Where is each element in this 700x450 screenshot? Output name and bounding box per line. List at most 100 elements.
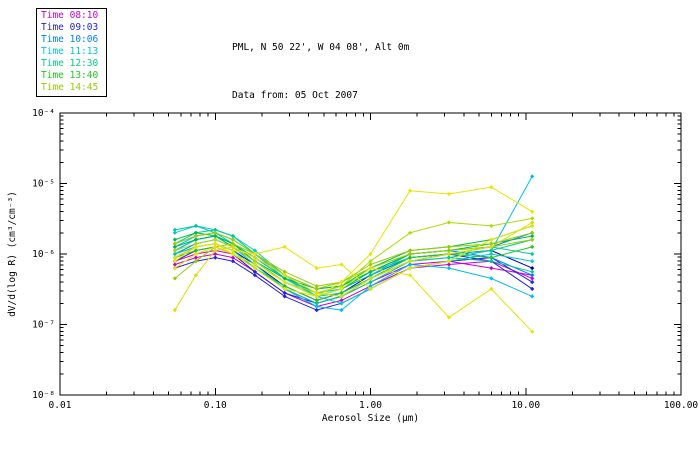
series-marker <box>408 266 413 271</box>
series-marker <box>172 262 177 267</box>
series-marker <box>530 216 535 221</box>
series-marker <box>408 255 413 260</box>
series-marker <box>446 244 451 249</box>
series-marker <box>368 262 373 267</box>
series-line <box>174 235 533 311</box>
series-marker <box>193 237 198 242</box>
y-tick-label: 10⁻⁷ <box>32 320 55 331</box>
series-marker <box>530 273 535 278</box>
series-marker <box>213 227 218 232</box>
series-marker <box>172 266 177 271</box>
series-marker <box>193 259 198 264</box>
series-marker <box>172 248 177 253</box>
series-marker <box>489 266 494 271</box>
series-marker <box>230 251 235 257</box>
series-marker <box>530 233 535 239</box>
x-tick-label: 0.01 <box>49 400 72 411</box>
series-marker <box>282 244 287 249</box>
series-marker <box>172 259 177 264</box>
y-tick-label: 10⁻⁴ <box>32 108 55 119</box>
series-line <box>174 257 533 311</box>
series-marker <box>489 223 494 228</box>
series-marker <box>368 259 373 264</box>
series-marker <box>282 269 287 274</box>
series-marker <box>530 294 535 299</box>
series-marker <box>172 244 177 249</box>
series-marker <box>252 248 257 253</box>
series-marker <box>172 241 177 246</box>
series-marker <box>489 251 494 257</box>
series-marker <box>252 262 257 267</box>
series-marker <box>282 276 287 281</box>
series-marker <box>489 248 494 253</box>
series-marker <box>446 251 451 257</box>
series-marker <box>172 237 177 242</box>
series-marker <box>408 259 413 264</box>
series-marker <box>213 230 218 235</box>
series-marker <box>530 237 535 242</box>
series-marker <box>446 220 451 225</box>
series-marker <box>314 301 319 306</box>
series-marker <box>408 248 413 253</box>
legend-entry: Time 11:13 <box>41 46 99 57</box>
series-marker <box>339 262 344 267</box>
series-marker <box>368 273 373 278</box>
series-marker <box>339 301 344 306</box>
series-marker <box>530 276 535 281</box>
series-marker <box>193 233 198 239</box>
series-marker <box>213 241 218 246</box>
series-marker <box>530 244 535 249</box>
series-marker <box>339 286 344 291</box>
series-marker <box>230 255 235 260</box>
series-marker <box>489 244 494 249</box>
series-marker <box>446 262 451 267</box>
axis-text: 0.01 0.10 1.00 10.00 100.00 10⁻⁸ 10⁻⁷ 10⁻⁶ 10⁻⁵ 1… <box>7 108 698 424</box>
x-tick-label: 100.00 <box>664 400 699 411</box>
series-marker <box>213 233 218 239</box>
series-marker <box>230 237 235 242</box>
series-marker <box>252 255 257 260</box>
series-marker <box>213 237 218 242</box>
series-marker <box>530 286 535 291</box>
series-marker <box>252 251 257 257</box>
series-marker <box>172 227 177 232</box>
series-marker <box>446 255 451 260</box>
series-marker <box>530 251 535 257</box>
series-marker <box>213 251 218 257</box>
series-marker <box>282 290 287 296</box>
series-marker <box>339 308 344 313</box>
series-marker <box>489 276 494 281</box>
series-marker <box>446 259 451 264</box>
legend-entry: Time 09:03 <box>41 22 99 33</box>
series-marker <box>368 280 373 285</box>
x-tick-label: 0.10 <box>204 400 227 411</box>
series-marker <box>230 248 235 253</box>
series-marker <box>172 230 177 235</box>
series-marker <box>252 273 257 278</box>
series-marker <box>282 273 287 278</box>
series-marker <box>252 269 257 274</box>
series-marker <box>530 220 535 225</box>
series-marker <box>339 284 344 289</box>
series-marker <box>368 276 373 281</box>
series-marker <box>193 251 198 257</box>
series-marker <box>314 294 319 299</box>
series-marker <box>408 273 413 278</box>
legend: Time 08:10 Time 09:03 Time 10:06 Time 11:13… <box>36 8 108 97</box>
plot-title: PML, N 50 22', W 04 08', Alt 0m <box>232 42 410 53</box>
series-marker <box>314 266 319 271</box>
series-marker <box>172 308 177 313</box>
series-marker <box>530 259 535 264</box>
series-marker <box>193 244 198 249</box>
y-axis-label: dV/d(log R) (cm³/cm⁻³) <box>7 191 18 317</box>
series-marker <box>339 280 344 285</box>
series-marker <box>213 248 218 253</box>
series-marker <box>252 259 257 264</box>
series-marker <box>368 286 373 291</box>
y-tick-label: 10⁻⁶ <box>32 249 55 260</box>
series-marker <box>339 298 344 303</box>
series-marker <box>252 266 257 271</box>
series-marker <box>213 255 218 260</box>
series-line <box>174 225 533 290</box>
